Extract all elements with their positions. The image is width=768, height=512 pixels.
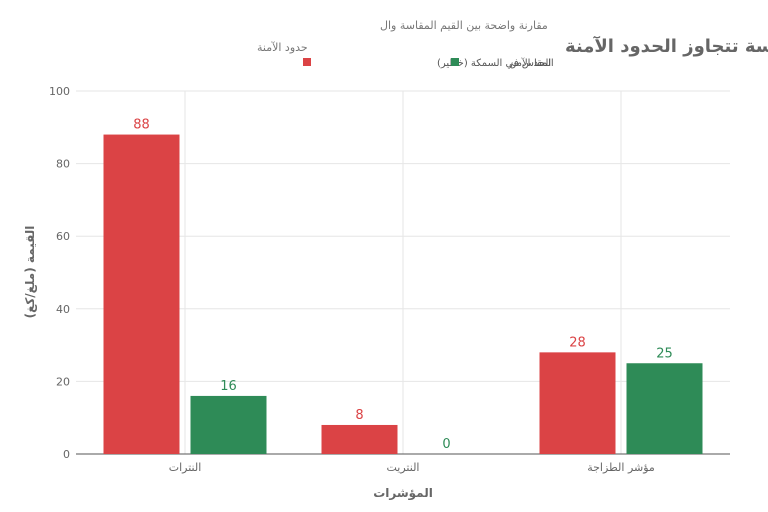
legend: المقاس في السمكة (خطير) الحد الآمن: [303, 57, 554, 69]
legend-label-measured: المقاس في السمكة (خطير): [437, 58, 554, 69]
chart-title: القيم المقاسة تتجاوز الحدود الآمنة: [565, 35, 768, 57]
bar: [190, 395, 267, 454]
y-axis-title: القيمة (ملغ/كغ): [23, 226, 37, 319]
data-label: 0: [442, 437, 450, 452]
bar: [539, 352, 616, 454]
chart-subtitle-line1: مقارنة واضحة بين القيم المقاسة وال: [380, 19, 548, 32]
y-tick-label: 20: [56, 375, 70, 388]
legend-label-safe-limit: الحد الآمن: [509, 57, 551, 69]
bar: [103, 134, 180, 454]
data-label: 8: [355, 408, 363, 423]
y-tick-label: 0: [63, 448, 70, 461]
y-tick-label: 40: [56, 303, 70, 316]
y-tick-label: 100: [49, 85, 70, 98]
y-tick-labels: 0 20 40 60 80 100: [49, 85, 70, 461]
bar: [626, 363, 703, 454]
x-tick-label: النتريت: [387, 461, 420, 474]
x-tick-label: النترات: [169, 461, 202, 474]
grid: [76, 90, 730, 455]
legend-swatch-measured: [303, 58, 311, 66]
bars: [103, 134, 703, 454]
legend-swatch-safe-limit: [451, 58, 459, 66]
data-labels: 88 16 8 0 28 25: [133, 118, 673, 452]
data-label: 28: [569, 335, 586, 350]
data-label: 88: [133, 118, 150, 133]
x-tick-label: مؤشر الطزاجة: [587, 461, 655, 474]
bar: [321, 424, 398, 454]
y-tick-label: 80: [56, 158, 70, 171]
x-tick-labels: النترات النتريت مؤشر الطزاجة: [169, 461, 655, 474]
x-axis-title: المؤشرات: [373, 486, 433, 501]
data-label: 25: [656, 346, 673, 361]
chart-subtitle-line2: حدود الآمنة: [257, 41, 308, 54]
y-tick-label: 60: [56, 230, 70, 243]
data-label: 16: [220, 379, 237, 394]
